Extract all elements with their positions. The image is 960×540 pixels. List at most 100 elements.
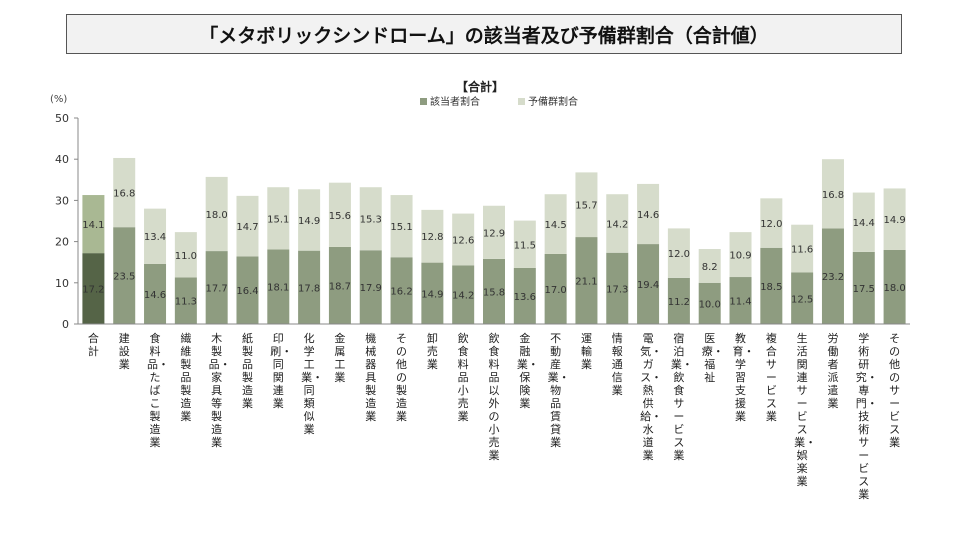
bar-segment-yobigun [483,205,505,259]
bar-segment-yobigun [729,232,752,278]
bar-segment-gaitousha [637,244,660,324]
data-label: 15.6 [329,211,351,222]
legend-label: 該当者割合 [430,95,480,108]
category-label: 医療・福祉 [701,332,724,384]
data-label: 17.3 [606,284,628,295]
category-label: 宿泊業・飲食サービス業 [670,332,693,462]
data-label: 10.0 [699,299,721,310]
category-label: 化学工業・同類似業 [301,332,324,436]
category-label: 合計 [87,332,99,358]
bar-segment-yobigun [390,195,413,258]
data-label: 11.2 [668,297,690,308]
bar-segment-gaitousha [328,246,351,324]
category-label: 食料品・たばこ製造業 [147,332,170,449]
category-label: 建設業 [118,332,130,371]
category-label: 飲食料品小売業 [457,332,469,423]
category-label: 運輸業 [580,332,592,371]
bar-segment-yobigun [760,198,783,248]
category-label: 電気・ガス・熱供給・水道業 [640,332,663,462]
data-label: 21.1 [575,277,597,288]
bar-segment-gaitousha [82,253,105,324]
bar-segment-yobigun [144,208,167,264]
bar-segment-gaitousha [205,251,228,324]
bar-segment-yobigun [328,182,351,247]
bar-segment-gaitousha [174,277,197,324]
data-label: 12.9 [483,228,505,239]
legend-swatch [518,98,525,105]
data-label: 12.0 [668,249,690,260]
bar-segment-gaitousha [821,228,844,324]
data-label: 19.4 [637,280,659,291]
data-label: 13.4 [144,232,166,243]
data-label: 18.0 [206,210,228,221]
data-label: 16.8 [113,189,135,200]
y-axis: 0 10 20 30 40 50 [55,112,79,331]
data-label: 23.5 [113,272,135,283]
bar-segment-gaitousha [236,256,259,324]
bar-segment-yobigun [236,195,259,257]
data-label: 17.5 [853,284,875,295]
category-label: 生活関連サービス業・娯楽業 [794,332,817,488]
data-label: 23.2 [822,272,844,283]
category-label: 印刷・同関連業 [270,332,293,410]
bar-segment-yobigun [205,176,228,252]
bar-segment-gaitousha [698,282,721,324]
bar-segment-yobigun [791,224,814,273]
data-label: 18.1 [267,283,289,294]
data-label: 13.6 [514,292,536,303]
category-label: 不動産業・物品賃貸業 [547,332,570,449]
data-label: 14.2 [606,219,628,230]
bar-segment-gaitousha [791,272,814,324]
bar-segment-gaitousha [298,250,321,324]
data-label: 11.5 [514,240,536,251]
data-label: 16.4 [236,286,258,297]
y-axis-label: (%) [50,94,67,105]
legend-swatch [420,98,427,105]
data-label: 14.6 [637,210,659,221]
data-label: 17.0 [544,285,566,296]
bar-segment-gaitousha [359,250,382,324]
legend: 該当者割合 予備群割合 [420,95,578,108]
bar-segment-gaitousha [390,257,413,324]
bar-segment-yobigun [821,159,844,229]
bar-segment-gaitousha [513,267,536,324]
bar-segment-gaitousha [544,253,567,324]
data-label: 15.8 [483,287,505,298]
data-label: 15.1 [390,222,412,233]
category-label: 学術研究・専門・技術サービス業 [855,332,878,501]
data-label: 14.9 [421,289,443,300]
y-tick-label: 50 [55,112,69,125]
bar-segment-gaitousha [113,227,136,324]
data-label: 17.8 [298,283,320,294]
category-label: 複合サービス業 [765,332,777,423]
y-tick-label: 40 [55,153,69,166]
data-label: 14.7 [236,222,258,233]
bar-segment-yobigun [883,188,906,250]
data-label: 15.7 [575,201,597,212]
data-label: 14.5 [544,220,566,231]
bar-segment-yobigun [298,189,321,251]
category-label: 教育・学習支援業 [732,332,755,423]
category-label: 労働者派遣業 [827,332,839,410]
bar-segment-gaitousha [760,247,783,324]
bar-segment-yobigun [452,213,475,266]
data-label: 14.9 [298,216,320,227]
bar-segment-gaitousha [606,252,629,324]
bar-segment-yobigun [606,194,629,253]
bar-segment-gaitousha [729,277,752,324]
bar-segment-yobigun [174,232,197,278]
bar-segment-yobigun [575,172,598,238]
bar-segment-gaitousha [575,237,598,324]
bar-segment-yobigun [637,183,660,245]
category-label: 飲食料品以外の小売業 [488,332,500,462]
bar-segment-yobigun [544,194,567,254]
bar-segment-yobigun [513,220,536,268]
data-label: 11.0 [175,251,197,262]
category-label: 金融業・保険業 [516,332,539,410]
data-label: 16.2 [390,287,412,298]
bar-segment-gaitousha [852,251,875,324]
category-label: 情報通信業 [611,332,623,397]
bar-segment-gaitousha [452,265,475,324]
data-label: 14.2 [452,291,474,302]
